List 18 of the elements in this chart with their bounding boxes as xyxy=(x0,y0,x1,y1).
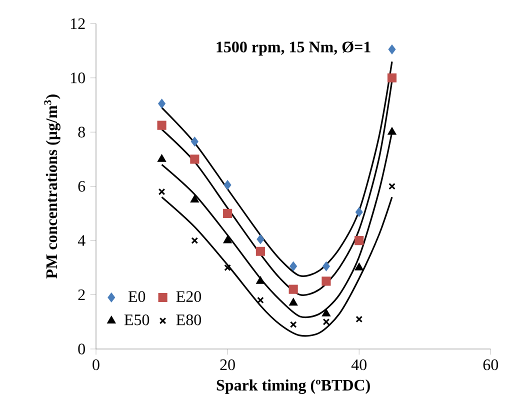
legend-label: E50 xyxy=(124,314,150,326)
y-tick-label: 4 xyxy=(78,235,86,246)
y-tick-label: 0 xyxy=(78,344,85,354)
y-tick-label: 10 xyxy=(71,72,85,84)
legend-label: E0 xyxy=(128,291,146,302)
x-tick-label: 60 xyxy=(483,359,498,370)
x-axis-title: Spark timing (ºBTDC) xyxy=(216,379,370,394)
text: 1500 rpm, 15 Nm, Ø=1 xyxy=(216,41,370,56)
x-tick-label: 0 xyxy=(92,359,100,370)
x-tick-label: 40 xyxy=(351,359,366,370)
y-tick-label: 2 xyxy=(78,289,85,300)
y-tick-label: 8 xyxy=(78,126,85,138)
x-tick-label: 20 xyxy=(220,359,235,370)
y-tick-label: 6 xyxy=(78,180,86,192)
legend-label: E80 xyxy=(176,314,202,326)
y-tick-label: 12 xyxy=(71,18,85,29)
legend-label: E20 xyxy=(176,291,202,302)
y-axis-title: PM concentrations (µg/m$^{3}$) xyxy=(44,94,60,279)
